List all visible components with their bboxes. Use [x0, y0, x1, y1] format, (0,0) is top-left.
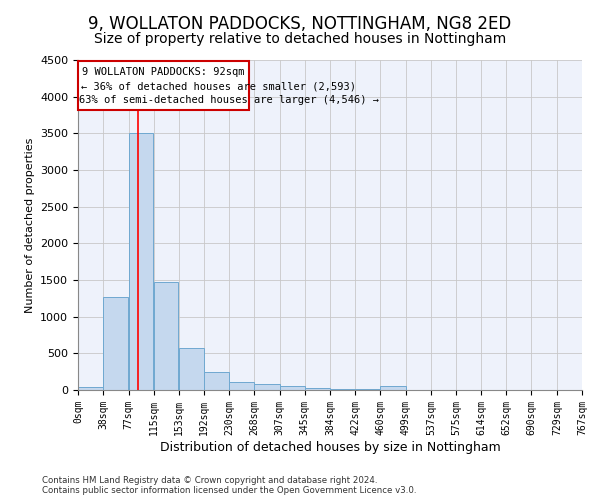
X-axis label: Distribution of detached houses by size in Nottingham: Distribution of detached houses by size … — [160, 440, 500, 454]
Text: 9, WOLLATON PADDOCKS, NOTTINGHAM, NG8 2ED: 9, WOLLATON PADDOCKS, NOTTINGHAM, NG8 2E… — [88, 15, 512, 33]
Text: 9 WOLLATON PADDOCKS: 92sqm: 9 WOLLATON PADDOCKS: 92sqm — [82, 67, 245, 77]
Bar — [103, 297, 128, 390]
Bar — [331, 389, 355, 390]
Bar — [229, 382, 254, 390]
Bar — [205, 372, 229, 390]
Text: Contains HM Land Registry data © Crown copyright and database right 2024.
Contai: Contains HM Land Registry data © Crown c… — [42, 476, 416, 495]
Bar — [78, 386, 103, 390]
Text: 63% of semi-detached houses are larger (4,546) →: 63% of semi-detached houses are larger (… — [79, 95, 379, 105]
Bar — [380, 386, 406, 390]
Bar — [78, 62, 249, 110]
Bar — [280, 386, 305, 390]
Text: ← 36% of detached houses are smaller (2,593): ← 36% of detached houses are smaller (2,… — [80, 82, 356, 92]
Text: Size of property relative to detached houses in Nottingham: Size of property relative to detached ho… — [94, 32, 506, 46]
Bar — [305, 388, 330, 390]
Bar — [154, 282, 178, 390]
Bar — [129, 134, 154, 390]
Bar — [179, 348, 204, 390]
Y-axis label: Number of detached properties: Number of detached properties — [25, 138, 35, 312]
Bar — [254, 384, 280, 390]
